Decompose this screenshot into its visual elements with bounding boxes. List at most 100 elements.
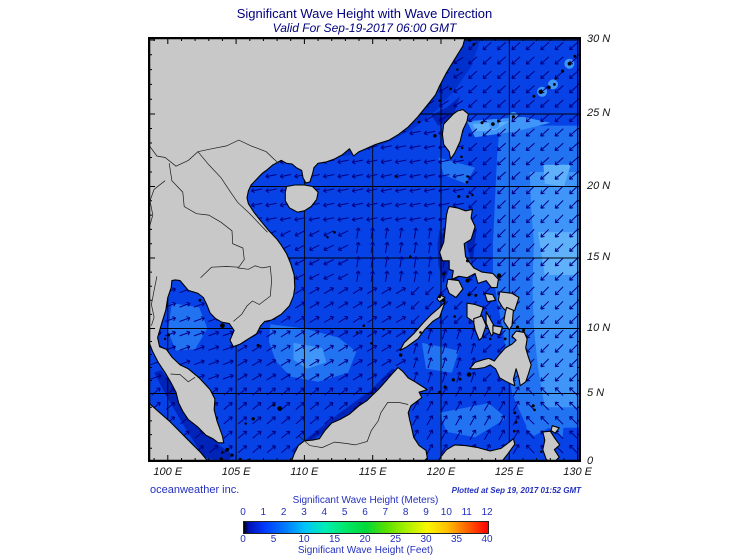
island-dot [419,331,422,334]
island-dot [256,343,260,347]
island-dot [225,447,229,452]
island-dot [355,331,359,334]
x-tick-label: 105 E [221,466,251,478]
island-dot [503,337,507,341]
island-dot [460,155,463,159]
meters-tick-label: 0 [240,507,246,518]
landmass-palawan [399,301,446,352]
island-dot [163,337,167,341]
landmass-mindoro [445,278,464,299]
feet-tick-label: 20 [359,534,371,545]
meters-tick-label: 11 [461,507,472,518]
island-dot [554,77,557,80]
landmass-sumatra [148,401,209,462]
y-tick-label: 5 N [587,386,605,399]
page-title: Significant Wave Height with Wave Direct… [236,6,493,21]
feet-tick-label: 40 [481,534,493,545]
valid-time-subtitle: Valid For Sep-19-2017 06:00 GMT [272,21,457,35]
political-boundary [148,139,279,167]
island-dot [451,378,455,382]
island-dot [433,134,437,138]
island-dot [438,295,441,299]
island-dot [399,353,403,357]
y-tick-label: 25 N [587,107,611,119]
y-tick-label: 20 N [587,179,611,192]
island-dot [467,293,471,297]
island-dot [449,87,452,91]
island-dot [471,193,474,197]
island-dot [394,175,398,178]
island-dot [480,121,484,125]
island-dot [277,406,283,411]
landmass-masbate [484,292,497,303]
island-dot [497,119,500,123]
island-dot [409,255,412,258]
island-dot [417,120,421,124]
legend-title-feet: Significant Wave Height (Feet) [297,545,434,556]
island-dot [466,195,469,198]
x-tick-label: 120 E [426,466,456,478]
political-boundary [151,276,158,326]
legend-title-meters: Significant Wave Height (Meters) [292,495,439,506]
sea-patch-phil-sea-cyan-streak-2 [543,164,571,187]
island-dot [531,404,535,408]
island-dot [466,259,470,263]
plotted-timestamp: Plotted at Sep 19, 2017 01:52 GMT [451,486,581,495]
meters-tick-label: 10 [440,507,452,518]
island-dot [461,146,464,150]
island-dot [465,180,469,184]
x-tick-label: 130 E [563,466,592,478]
landmass-mindanao [469,330,532,387]
island-dot [438,390,441,394]
political-boundary [200,266,239,278]
political-boundary [170,373,196,383]
y-tick-label: 30 N [587,33,611,45]
sea-patch-gulf-thailand-light [167,303,208,351]
feet-tick-label: 35 [450,534,463,545]
island-dot [326,236,329,239]
island-dot [522,328,526,332]
meters-tick-label: 8 [402,507,409,518]
feet-tick-label: 0 [240,534,246,545]
island-dot [488,337,492,341]
island-dot [251,417,255,421]
island-dot [220,323,225,329]
island-dot [441,298,446,303]
island-dot [491,122,495,126]
feet-tick-label: 25 [389,534,402,545]
island-dot [567,61,572,66]
landmass-luzon [439,205,499,289]
island-dot [272,403,275,407]
island-dot [511,115,515,119]
island-dot [198,298,202,302]
landmass-borneo [290,366,428,462]
sea-patch-phil-sea-cyan-streak [538,232,581,275]
island-dot [474,293,478,297]
island-dot [512,429,516,433]
meters-tick-label: 1 [260,507,267,518]
landmass-negros [473,315,487,341]
landmass-sulawesi [437,438,516,462]
meters-tick-label: 5 [341,507,348,518]
political-boundary [197,151,268,233]
island-dot [532,94,536,98]
island-dot [540,450,543,454]
x-tick-label: 115 E [358,466,387,478]
island-dot [457,195,461,198]
island-dot [370,342,373,345]
y-tick-label: 15 N [587,251,611,263]
map-plot [148,37,581,462]
sea-patch-luzon-strait-light [438,157,476,184]
meters-tick-label: 3 [301,507,307,518]
landmass-taiwan [441,109,469,160]
sea-patch-phil-sea-lighter-band [529,172,581,408]
island-dot [362,324,366,328]
header: Significant Wave Height with Wave Direct… [148,6,581,35]
island-dot [458,377,462,381]
island-dot [472,43,476,46]
island-dot [167,333,170,337]
meters-tick-label: 4 [321,507,328,518]
island-dot [442,272,446,276]
island-dot [333,231,336,234]
